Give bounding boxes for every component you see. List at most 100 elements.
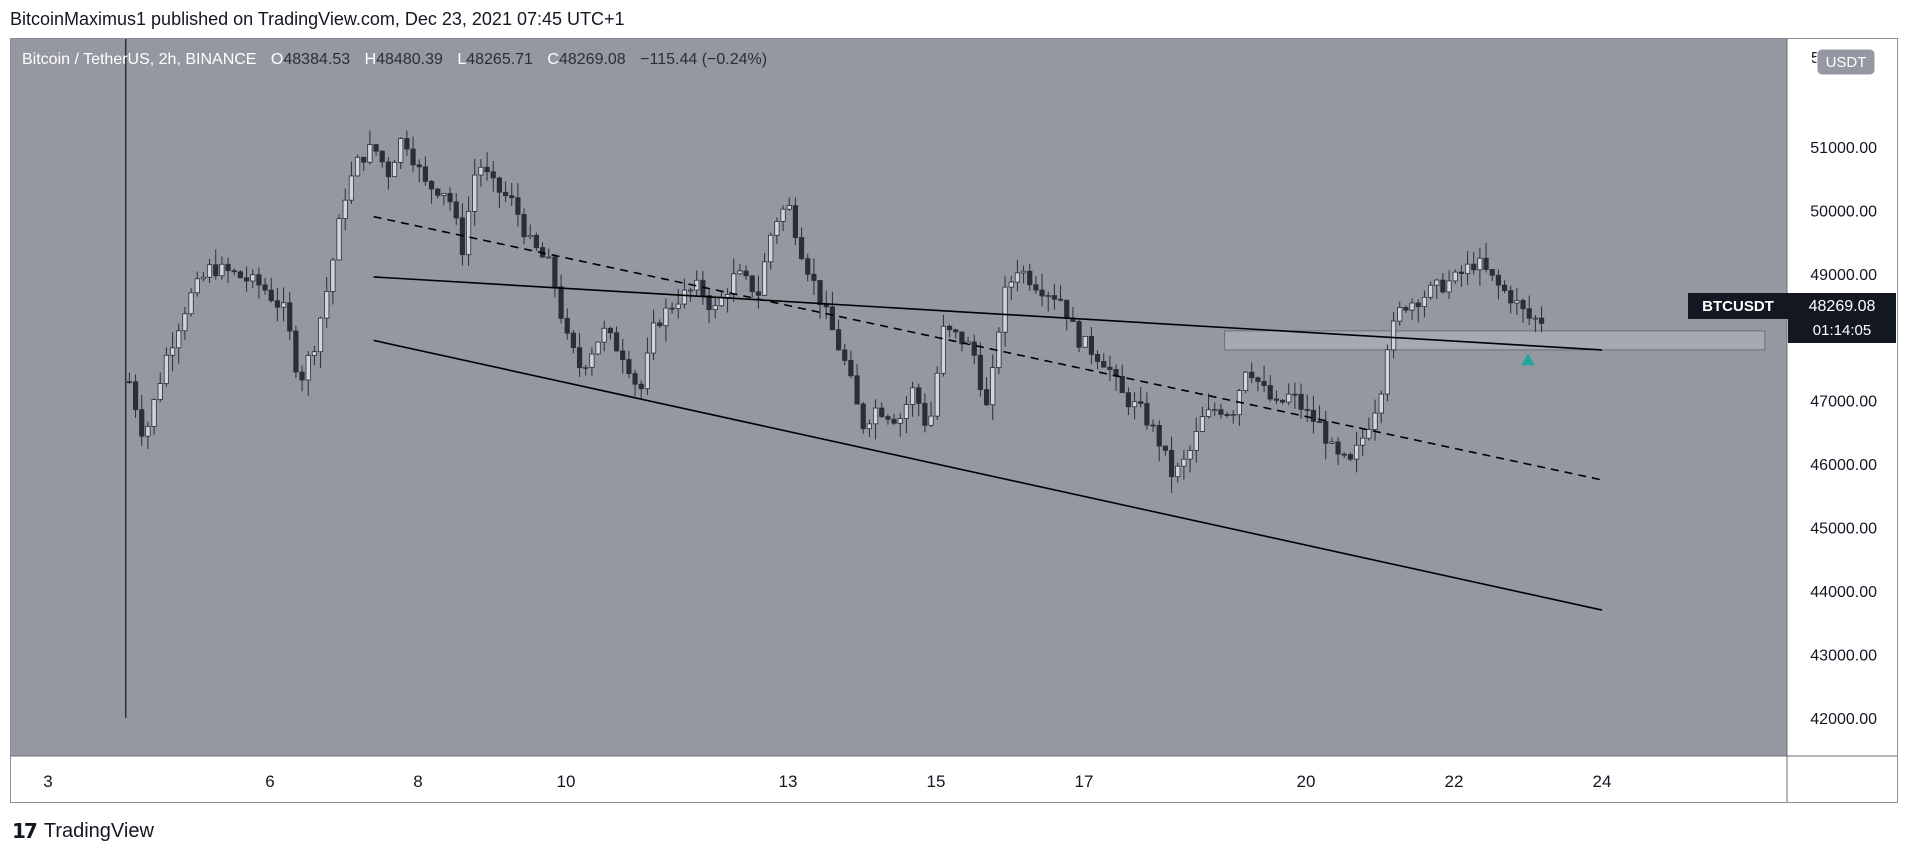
price-tag-value: 48269.08	[1809, 298, 1876, 315]
time-axis[interactable]: 3 6 8 10 13 15 17 20 22 24	[43, 772, 1611, 791]
candle-body	[1057, 298, 1064, 301]
candle-body	[200, 276, 206, 280]
candle-body	[410, 148, 416, 166]
candle-body	[946, 325, 953, 331]
candle-body	[879, 407, 885, 418]
candle-body	[1101, 361, 1107, 368]
candle-body	[1353, 444, 1360, 460]
candle-body	[441, 193, 447, 196]
candle-body	[1409, 302, 1415, 311]
marker-layer	[1521, 353, 1535, 366]
candle-body	[644, 352, 651, 390]
candle-body	[1286, 393, 1292, 403]
candle-body	[435, 188, 441, 196]
candle-body	[1341, 453, 1347, 456]
candle-body	[650, 322, 657, 354]
time-axis-label: 17	[1075, 772, 1094, 791]
candlestick-chart[interactable]: 51000.0050000.0049000.0048000.0047000.00…	[11, 39, 1897, 802]
candle-body	[626, 359, 632, 374]
time-axis-label: 24	[1593, 772, 1612, 791]
legend-change: −115.44 (−0.24%)	[640, 51, 767, 68]
candle-body	[558, 286, 564, 319]
candle-body	[743, 270, 749, 277]
candle-body	[151, 399, 157, 427]
candle-body	[897, 418, 903, 424]
time-axis-label: 10	[557, 772, 576, 791]
tradingview-brand[interactable]: TradingView	[43, 819, 154, 842]
candle-body	[1033, 284, 1039, 291]
candle-body	[416, 164, 422, 168]
candle-body	[1304, 409, 1310, 411]
candle-body	[780, 208, 786, 222]
price-axis[interactable]: 51000.0050000.0049000.0048000.0047000.00…	[1810, 50, 1877, 728]
candle-body	[262, 284, 268, 291]
candle-body	[712, 305, 718, 310]
time-axis-label: 3	[43, 772, 52, 791]
candle-body	[1162, 445, 1168, 451]
candle-body	[1242, 371, 1249, 392]
candle-body	[706, 295, 712, 310]
chart-frame[interactable]: 51000.0050000.0049000.0048000.0047000.00…	[10, 38, 1898, 803]
time-axis-label: 13	[779, 772, 798, 791]
candle-body	[885, 416, 891, 420]
candle-body	[1464, 263, 1471, 275]
candle-body	[977, 354, 984, 391]
candle-body	[854, 375, 860, 405]
candle-body	[1205, 409, 1212, 418]
support-zone	[1224, 330, 1766, 351]
price-axis-label: 49000.00	[1810, 267, 1877, 284]
candle-body	[293, 330, 299, 373]
candle-body	[1366, 429, 1372, 439]
candle-body	[274, 300, 281, 308]
candle-body	[1538, 317, 1545, 324]
candle-body	[589, 353, 595, 368]
candle-body	[163, 354, 169, 384]
candle-body	[490, 171, 496, 179]
candle-body	[916, 387, 922, 404]
candle-body	[866, 423, 873, 430]
candle-body	[792, 205, 799, 239]
candle-body	[126, 381, 132, 384]
candle-body	[663, 307, 669, 327]
tradingview-logo-icon[interactable]: 17	[12, 819, 38, 843]
candle-body	[1310, 409, 1316, 422]
candle-body	[872, 407, 879, 425]
candle-body	[737, 270, 743, 275]
currency-badge[interactable]	[1816, 48, 1876, 76]
candle-body	[731, 273, 737, 295]
candle-body	[1329, 441, 1335, 444]
candle-body	[1427, 284, 1434, 298]
price-axis-label-partial: 5	[1811, 50, 1820, 67]
plot-area[interactable]	[11, 39, 1787, 756]
candle-body	[422, 166, 429, 182]
candle-body	[1267, 385, 1273, 400]
candle-body	[213, 264, 219, 277]
candle-body	[515, 197, 521, 215]
symbol-tag: BTCUSDT	[1702, 298, 1774, 315]
candle-body	[546, 256, 552, 259]
candle-body	[478, 166, 484, 176]
channel-upper-line	[373, 276, 1603, 351]
legend-l-value: 48265.71	[466, 51, 533, 68]
candle-body	[250, 274, 256, 282]
candle-body	[786, 205, 792, 210]
legend-o-value: 48384.53	[283, 51, 350, 68]
time-axis-label: 20	[1297, 772, 1316, 791]
candle-body	[1440, 279, 1446, 293]
candle-body	[428, 180, 435, 190]
candle-body	[1088, 335, 1094, 355]
price-tag-bg	[1788, 293, 1896, 343]
candle-body	[749, 275, 755, 293]
candle-body	[909, 387, 916, 405]
candle-body	[564, 317, 570, 334]
time-axis-label: 8	[413, 772, 422, 791]
candle-body	[447, 193, 453, 203]
candle-body	[391, 161, 398, 178]
candle-body	[1495, 274, 1501, 286]
candle-body	[1039, 289, 1045, 297]
candle-body	[811, 273, 817, 281]
candle-body	[1020, 270, 1027, 274]
candle-body	[1008, 281, 1014, 288]
candle-body	[1390, 320, 1397, 351]
candle-body	[805, 258, 811, 275]
